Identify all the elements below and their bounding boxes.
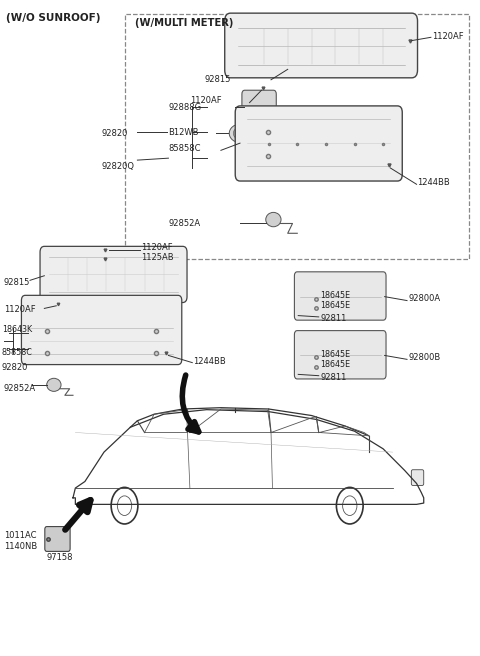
Text: 1140NB: 1140NB [4,543,37,551]
Text: 92820Q: 92820Q [102,161,134,171]
Bar [125,14,469,259]
Text: 92800A: 92800A [408,294,441,303]
Ellipse shape [233,129,242,138]
Text: 18645E: 18645E [320,291,350,300]
Text: 18645E: 18645E [320,350,350,359]
Text: 1120AF: 1120AF [190,96,221,105]
Text: 92815: 92815 [4,277,30,287]
Text: 1125AB: 1125AB [141,253,173,262]
FancyBboxPatch shape [225,13,418,78]
FancyBboxPatch shape [22,295,182,365]
Text: 92888G: 92888G [168,103,202,112]
Text: 18645E: 18645E [320,301,350,310]
Text: 85858C: 85858C [2,348,33,358]
Text: 1244BB: 1244BB [193,358,226,367]
FancyBboxPatch shape [242,91,276,123]
Ellipse shape [47,379,61,392]
Text: (W/MULTI METER): (W/MULTI METER) [135,18,233,28]
Text: 92800B: 92800B [408,353,441,362]
Text: 92811: 92811 [320,373,347,382]
Text: 97158: 97158 [47,554,73,562]
Text: 92815: 92815 [204,75,230,84]
FancyBboxPatch shape [294,331,386,379]
FancyBboxPatch shape [40,247,187,302]
FancyBboxPatch shape [411,470,424,485]
FancyBboxPatch shape [294,272,386,320]
FancyBboxPatch shape [45,527,70,552]
Text: 92852A: 92852A [4,384,36,392]
FancyBboxPatch shape [235,106,402,181]
Text: B12WB: B12WB [168,127,199,136]
Text: 1120AF: 1120AF [4,305,36,314]
Text: 92811: 92811 [320,314,347,323]
Ellipse shape [229,124,251,142]
Text: 18643K: 18643K [2,325,32,334]
Text: 1244BB: 1244BB [418,178,450,188]
Text: 1011AC: 1011AC [4,531,36,541]
Text: 1120AF: 1120AF [432,32,464,41]
Ellipse shape [266,213,281,227]
Text: 85858C: 85858C [168,144,201,153]
Text: 18645E: 18645E [320,360,350,369]
Text: 92820: 92820 [2,363,28,372]
Text: 1120AF: 1120AF [141,243,172,251]
Text: 92852A: 92852A [168,219,201,228]
Text: 92820: 92820 [102,129,128,138]
Text: (W/O SUNROOF): (W/O SUNROOF) [6,13,101,24]
